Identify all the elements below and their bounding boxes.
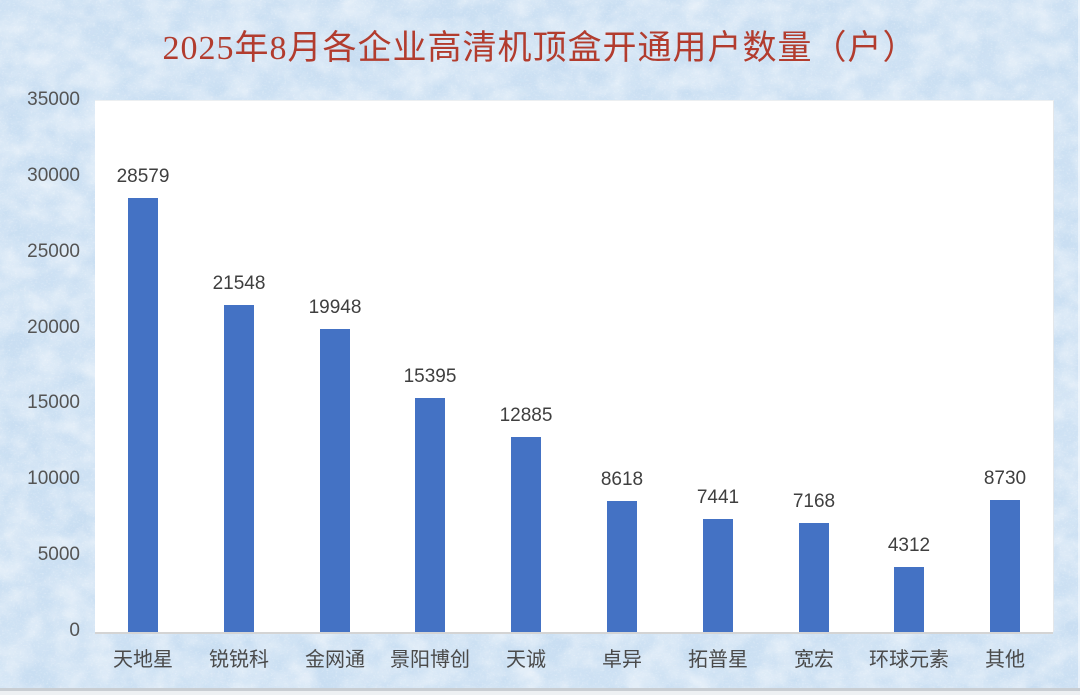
bar (128, 198, 158, 632)
y-axis-tick-label: 5000 (37, 544, 80, 566)
bar-value-label: 8730 (983, 468, 1027, 489)
x-axis-category-label: 天地星 (113, 649, 173, 671)
bar (703, 519, 733, 632)
x-axis-category-label: 天诚 (506, 649, 546, 671)
bar (415, 398, 445, 632)
bar-value-label: 7441 (696, 487, 740, 508)
x-axis-category-label: 金网通 (305, 649, 365, 671)
x-axis-category-label: 宽宏 (794, 649, 834, 671)
x-axis-category-label: 其他 (985, 649, 1025, 671)
x-axis-category-label: 拓普星 (688, 649, 748, 671)
y-axis-tick-label: 0 (69, 620, 80, 641)
bar (224, 305, 254, 632)
bar-value-label: 19948 (308, 297, 362, 318)
plot-area: 28579 21548 19948 15395 12885 8618 7441 7168 431… (95, 100, 1054, 634)
bar (990, 500, 1020, 632)
bar-value-label: 7168 (792, 491, 836, 512)
bar (320, 329, 350, 632)
y-axis-tick-label: 20000 (27, 316, 80, 338)
bar-value-label: 12885 (499, 405, 553, 426)
bottom-edge-strip (0, 688, 1080, 695)
bar (799, 523, 829, 632)
x-axis-category-label: 卓异 (602, 649, 642, 671)
x-axis-category-label: 环球元素 (869, 649, 949, 671)
bar-value-label: 28579 (116, 166, 170, 187)
bar (894, 567, 924, 632)
bar-value-label: 15395 (403, 366, 457, 387)
bar (607, 501, 637, 632)
bar-value-label: 4312 (887, 535, 931, 556)
x-axis-category-label: 景阳博创 (390, 649, 470, 671)
bar-value-label: 8618 (600, 469, 644, 490)
x-axis-category-label: 锐锐科 (209, 649, 269, 671)
y-axis-tick-label: 15000 (27, 392, 80, 414)
bar (511, 437, 541, 632)
y-axis-tick-label: 10000 (27, 468, 80, 490)
x-axis-line (95, 632, 1053, 634)
y-axis-tick-label: 25000 (27, 240, 80, 262)
y-axis-tick-label: 30000 (27, 164, 80, 186)
bar-value-label: 21548 (212, 273, 266, 294)
right-edge-highlight (1078, 0, 1080, 688)
chart-title: 2025年8月各企业高清机顶盒开通用户数量（户） (162, 30, 918, 67)
y-axis-tick-label: 35000 (27, 89, 80, 110)
